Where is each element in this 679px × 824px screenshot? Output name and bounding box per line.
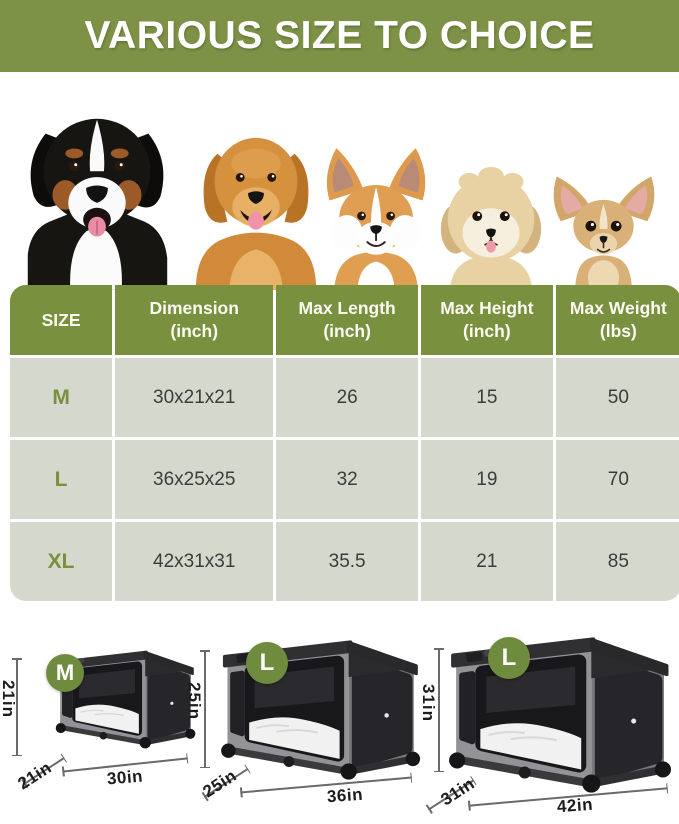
height-dimension-line-m	[13, 658, 21, 756]
cell-dimension-l: 36x25x25	[115, 440, 274, 519]
havanese-puppy-image	[440, 167, 542, 290]
cell-dimension-xl: 42x31x31	[115, 522, 274, 601]
cell-max-weight-m: 50	[555, 358, 679, 437]
size-chart-table: SIZE Dimension (inch) Max Length (inch) …	[10, 285, 679, 601]
width-dimension-label-l: 36in	[326, 784, 364, 807]
column-header-size: SIZE	[10, 285, 113, 355]
column-header-max-weight: Max Weight (lbs)	[555, 285, 679, 355]
height-dimension-line-l	[201, 650, 209, 768]
column-header-max-height: Max Height (inch)	[420, 285, 553, 355]
size-badge-l: L	[246, 642, 288, 684]
size-badge-m: M	[46, 654, 84, 692]
width-dimension-label-m: 30in	[106, 766, 144, 789]
cell-size-l: L	[10, 440, 113, 519]
column-header-max-length: Max Length (inch)	[276, 285, 418, 355]
cell-max-length-xl: 35.5	[276, 522, 418, 601]
chihuahua-image	[553, 176, 655, 290]
cell-size-m: M	[10, 358, 113, 437]
cell-size-xl: XL	[10, 522, 113, 601]
width-dimension-label-xl: 42in	[556, 794, 594, 817]
height-dimension-label-l: 25in	[185, 682, 204, 721]
height-dimension-label-xl: 31in	[419, 684, 438, 723]
soft-pet-crate-l-image	[213, 634, 421, 786]
cell-max-length-l: 32	[276, 440, 418, 519]
page-title-banner: VARIOUS SIZE TO CHOICE	[0, 0, 679, 72]
height-dimension-line-xl	[435, 648, 443, 772]
size-badge-xl: L	[488, 637, 530, 679]
cell-max-height-l: 19	[420, 440, 553, 519]
cell-max-height-m: 15	[420, 358, 553, 437]
height-dimension-label-m: 21in	[0, 680, 18, 719]
corgi-image	[326, 148, 426, 288]
cell-max-weight-l: 70	[555, 440, 679, 519]
cell-max-length-m: 26	[276, 358, 418, 437]
page-title: VARIOUS SIZE TO CHOICE	[84, 14, 595, 57]
cell-max-height-xl: 21	[420, 522, 553, 601]
column-header-dimension: Dimension (inch)	[115, 285, 274, 355]
bernese-mountain-dog-image	[27, 118, 168, 290]
golden-retriever-image	[195, 137, 317, 290]
cell-dimension-m: 30x21x21	[115, 358, 274, 437]
cell-max-weight-xl: 85	[555, 522, 679, 601]
depth-dimension-label-m: 21in	[14, 757, 56, 794]
